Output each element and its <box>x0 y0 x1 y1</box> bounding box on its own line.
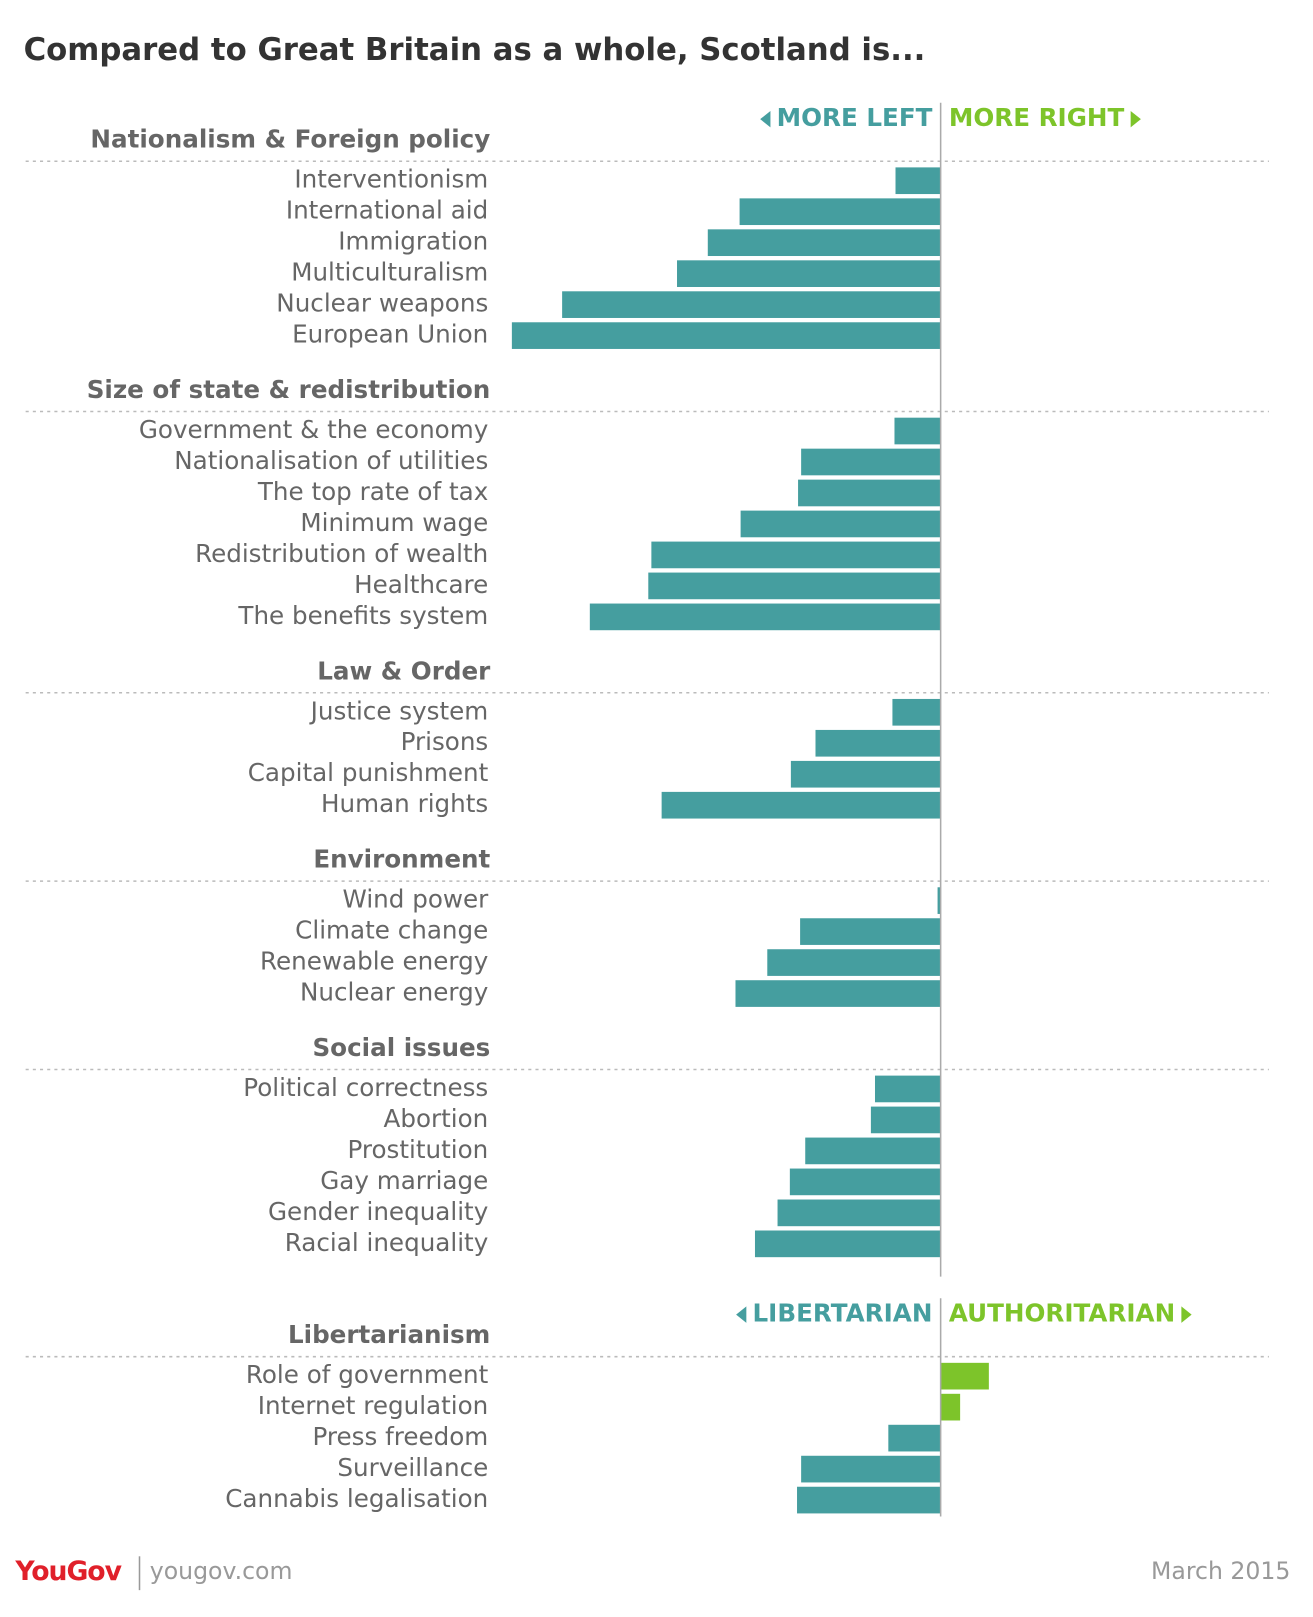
category-label: Abortion <box>383 1104 488 1133</box>
group-title: Environment <box>313 845 490 874</box>
direction-label-right: AUTHORITARIAN <box>949 1299 1175 1328</box>
bar <box>940 1393 961 1421</box>
bar <box>740 510 941 538</box>
bar <box>707 229 941 257</box>
bar <box>805 1137 941 1165</box>
direction-label-left: LIBERTARIAN <box>753 1299 933 1328</box>
arrow-left <box>736 1306 747 1323</box>
category-label: Government & the economy <box>139 415 488 444</box>
date: March 2015 <box>1151 1557 1290 1585</box>
bar <box>661 791 941 819</box>
bar <box>777 1199 941 1227</box>
bar <box>870 1106 941 1134</box>
direction-label-right: MORE RIGHT <box>949 103 1125 132</box>
category-label: Human rights <box>321 789 488 818</box>
group-title: Social issues <box>312 1033 490 1062</box>
bar <box>735 980 941 1007</box>
bar <box>888 1424 941 1452</box>
category-label: Prostitution <box>348 1135 489 1164</box>
category-label: International aid <box>286 196 488 225</box>
group-title: Libertarianism <box>288 1320 490 1349</box>
category-label: The benefits system <box>237 601 488 630</box>
category-label: Internet regulation <box>258 1391 489 1420</box>
category-label: Redistribution of wealth <box>195 539 488 568</box>
bar <box>754 1230 941 1258</box>
category-label: Renewable energy <box>260 947 488 976</box>
bar <box>511 322 941 349</box>
bar <box>940 1362 989 1390</box>
url: yougov.com <box>150 1557 293 1585</box>
bar <box>892 698 941 726</box>
bar <box>798 479 941 507</box>
category-label: The top rate of tax <box>257 477 488 506</box>
category-label: Racial inequality <box>285 1228 489 1257</box>
category-label: Role of government <box>246 1360 489 1389</box>
arrow-right <box>1181 1306 1192 1323</box>
category-label: Healthcare <box>354 570 488 599</box>
bar <box>937 887 941 914</box>
bar <box>801 448 941 476</box>
group-title: Size of state & redistribution <box>87 375 491 404</box>
category-label: Nuclear weapons <box>276 289 488 318</box>
group-title: Law & Order <box>317 656 491 685</box>
group-title: Nationalism & Foreign policy <box>90 125 490 154</box>
bar <box>790 760 941 788</box>
category-label: Immigration <box>338 227 488 256</box>
bar <box>800 918 941 945</box>
category-label: Surveillance <box>337 1453 488 1482</box>
category-label: Multiculturalism <box>291 258 488 287</box>
bar <box>677 260 941 287</box>
arrow-right <box>1130 110 1141 128</box>
brand: YouGov <box>14 1556 121 1587</box>
arrow-left <box>760 110 771 128</box>
category-label: Nuclear energy <box>300 978 488 1007</box>
category-label: European Union <box>292 320 488 349</box>
category-label: Cannabis legalisation <box>225 1484 488 1513</box>
category-label: Prisons <box>401 727 489 756</box>
category-label: Wind power <box>343 885 490 914</box>
bar <box>789 1168 941 1196</box>
bar <box>801 1455 941 1483</box>
chart-title: Compared to Great Britain as a whole, Sc… <box>24 32 926 68</box>
category-label: Press freedom <box>313 1422 489 1451</box>
bar <box>895 167 941 195</box>
category-label: Interventionism <box>294 165 488 194</box>
bar <box>648 572 941 600</box>
category-label: Nationalisation of utilities <box>174 446 488 475</box>
category-label: Climate change <box>295 916 488 945</box>
bar <box>562 291 941 318</box>
category-label: Gender inequality <box>268 1197 488 1226</box>
category-label: Gay marriage <box>320 1166 488 1195</box>
bar <box>894 417 941 445</box>
bar <box>874 1075 941 1103</box>
bar <box>651 541 941 569</box>
category-label: Political correctness <box>243 1073 488 1102</box>
bar <box>589 603 941 631</box>
category-label: Minimum wage <box>300 508 488 537</box>
bar <box>797 1486 941 1514</box>
direction-label-left: MORE LEFT <box>777 103 933 132</box>
bar <box>815 729 941 757</box>
category-label: Capital punishment <box>248 758 489 787</box>
category-label: Justice system <box>309 696 489 725</box>
bar <box>767 949 941 976</box>
bar <box>739 198 941 226</box>
